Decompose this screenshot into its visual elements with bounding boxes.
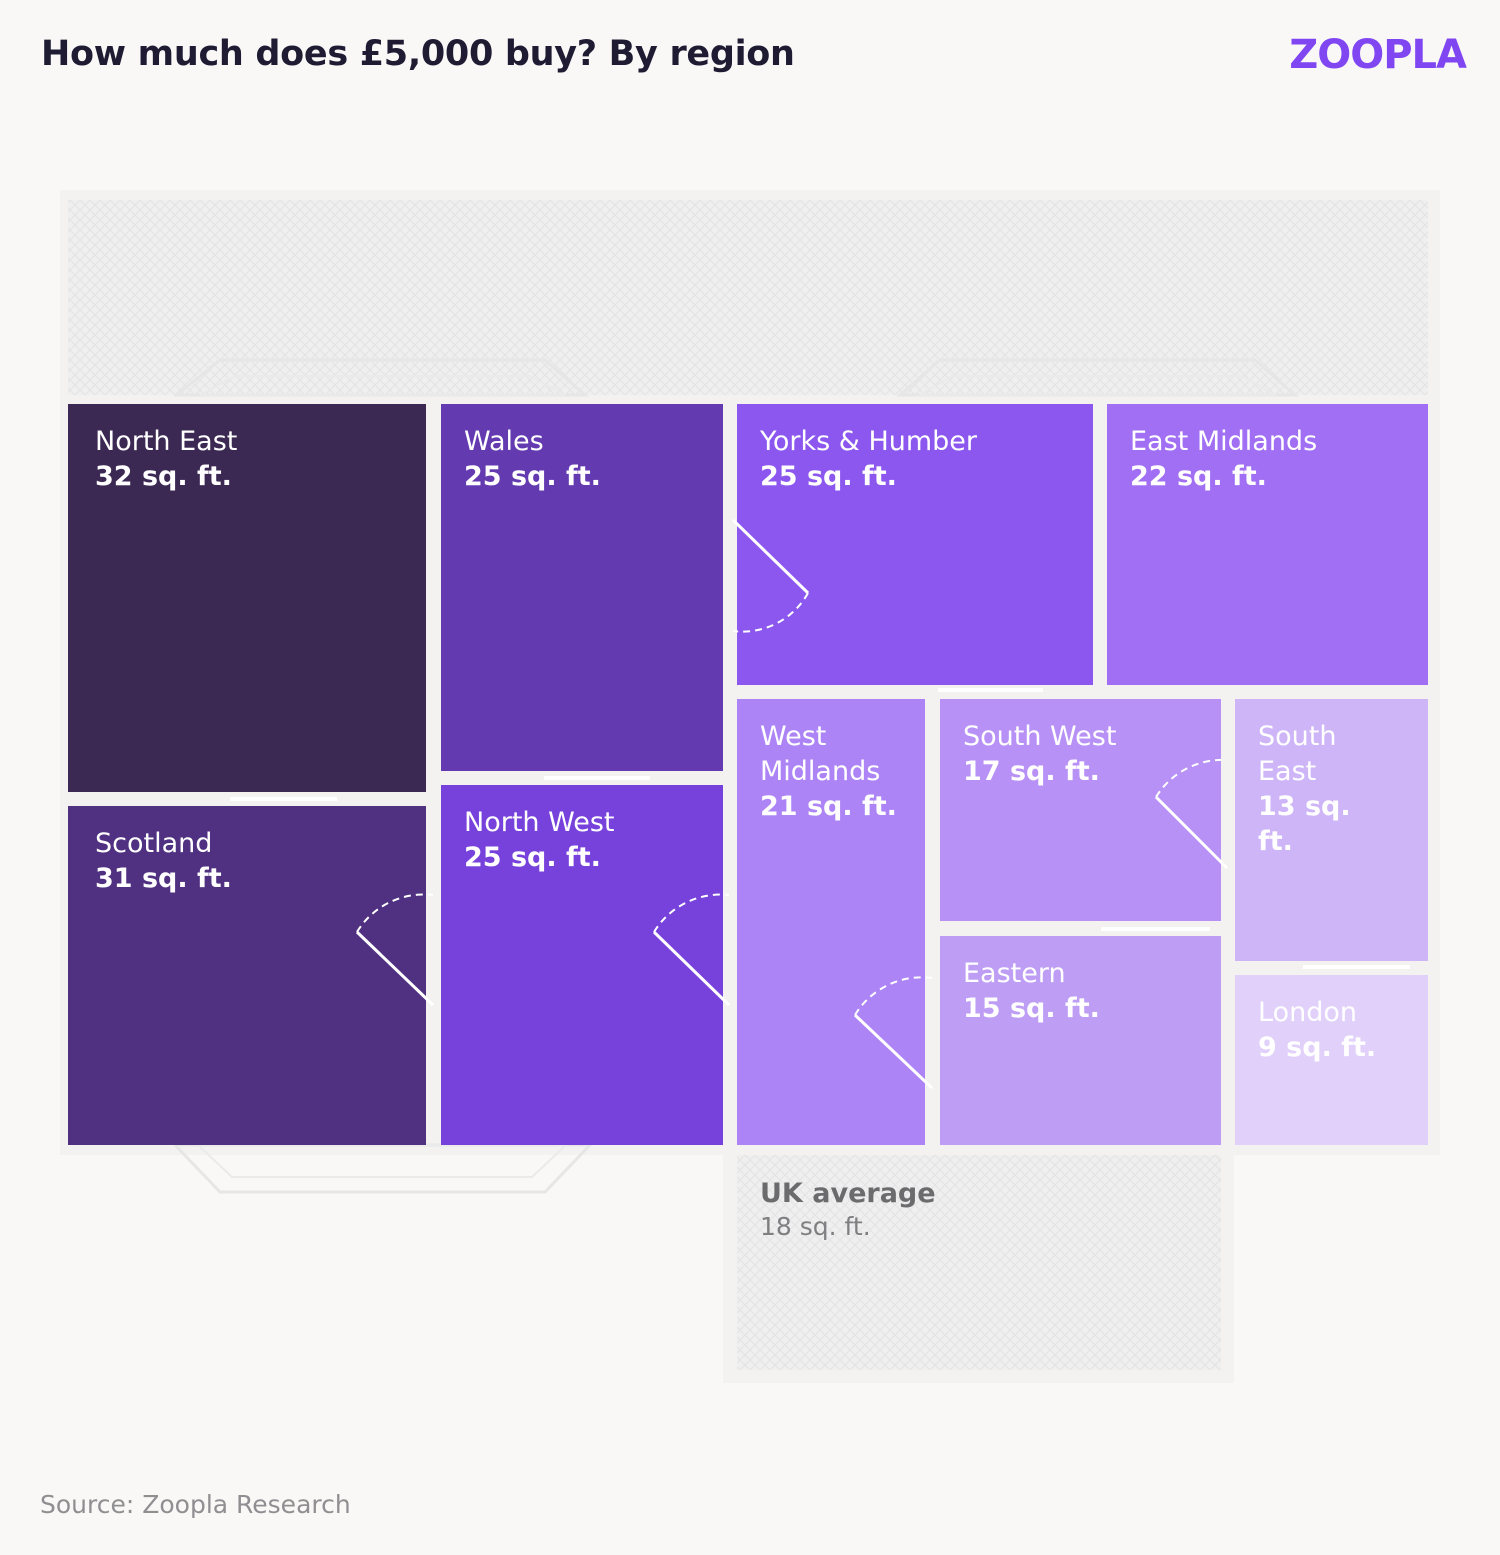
uk-average-label: UK average bbox=[760, 1178, 936, 1209]
region-label: North East bbox=[95, 426, 238, 457]
region-value-label: 22 sq. ft. bbox=[1130, 461, 1267, 492]
region-label: West Midlands bbox=[760, 721, 881, 787]
uk-average-hatch bbox=[737, 1155, 1221, 1370]
room-west-midlands: West Midlands 21 sq. ft. bbox=[737, 699, 925, 1145]
door-scotland bbox=[355, 893, 435, 1007]
room-rect-west-midlands bbox=[737, 699, 925, 1145]
room-eastern: Eastern 15 sq. ft. bbox=[940, 936, 1221, 1145]
door-north-west bbox=[652, 893, 731, 1007]
region-label: Scotland bbox=[95, 828, 213, 859]
room-north-west: North West 25 sq. ft. bbox=[441, 785, 723, 1145]
region-label: Yorks & Humber bbox=[760, 426, 978, 457]
region-label: North West bbox=[464, 807, 615, 838]
zoopla-logo[interactable]: ZOOPLA bbox=[1289, 32, 1467, 78]
source-note: Source: Zoopla Research bbox=[40, 1490, 351, 1519]
region-value-label: 25 sq. ft. bbox=[760, 461, 897, 492]
region-value-label: 13 sq. ft. bbox=[1258, 791, 1351, 857]
region-label: Wales bbox=[464, 426, 544, 457]
room-north-east: North East 32 sq. ft. bbox=[68, 404, 426, 792]
room-wales: Wales 25 sq. ft. bbox=[441, 404, 723, 771]
door-west-midlands bbox=[853, 976, 934, 1090]
bay-window-top-left-inner bbox=[199, 375, 566, 396]
region-label: South East bbox=[1258, 721, 1337, 787]
uk-average-area: UK average 18 sq. ft. bbox=[737, 1155, 1221, 1370]
room-rect-south-east bbox=[1235, 699, 1428, 961]
room-yorks-humber: Yorks & Humber 25 sq. ft. bbox=[737, 404, 1093, 685]
room-rect-north-west bbox=[441, 785, 723, 1145]
region-value-label: 25 sq. ft. bbox=[464, 842, 601, 873]
room-south-west: South West 17 sq. ft. bbox=[940, 699, 1221, 921]
room-east-midlands: East Midlands 22 sq. ft. bbox=[1107, 404, 1428, 685]
region-value-label: 9 sq. ft. bbox=[1258, 1032, 1377, 1063]
room-scotland: Scotland 31 sq. ft. bbox=[68, 806, 426, 1145]
region-value-label: 15 sq. ft. bbox=[963, 993, 1100, 1024]
room-london: London 9 sq. ft. bbox=[1235, 975, 1428, 1145]
room-rect-east-midlands bbox=[1107, 404, 1428, 685]
hatched-top-area bbox=[68, 200, 1428, 395]
region-label: East Midlands bbox=[1130, 426, 1318, 457]
room-rect-south-west bbox=[940, 699, 1221, 921]
door-yorks bbox=[731, 518, 810, 633]
room-rect-wales bbox=[441, 404, 723, 771]
room-rect-eastern bbox=[940, 936, 1221, 1145]
region-label: South West bbox=[963, 721, 1117, 752]
uk-average-value: 18 sq. ft. bbox=[760, 1212, 871, 1241]
rooms-layer bbox=[68, 404, 1428, 1145]
door-south-west bbox=[1154, 758, 1229, 870]
bay-window-top-right-inner bbox=[916, 375, 1279, 396]
region-value-label: 17 sq. ft. bbox=[963, 756, 1100, 787]
region-value-label: 21 sq. ft. bbox=[760, 791, 897, 822]
region-value-label: 32 sq. ft. bbox=[95, 461, 232, 492]
room-rect-north-east bbox=[68, 404, 426, 792]
region-value-label: 25 sq. ft. bbox=[464, 461, 601, 492]
wall-gaps bbox=[230, 688, 1410, 969]
region-label: London bbox=[1258, 997, 1357, 1028]
room-rect-scotland bbox=[68, 806, 426, 1145]
region-value-label: 31 sq. ft. bbox=[95, 863, 232, 894]
room-rect-london bbox=[1235, 975, 1428, 1145]
chart-title: How much does £5,000 buy? By region bbox=[41, 34, 795, 74]
room-rect-yorks-humber bbox=[737, 404, 1093, 685]
region-label: Eastern bbox=[963, 958, 1066, 989]
room-south-east: South East 13 sq. ft. bbox=[1235, 699, 1428, 961]
